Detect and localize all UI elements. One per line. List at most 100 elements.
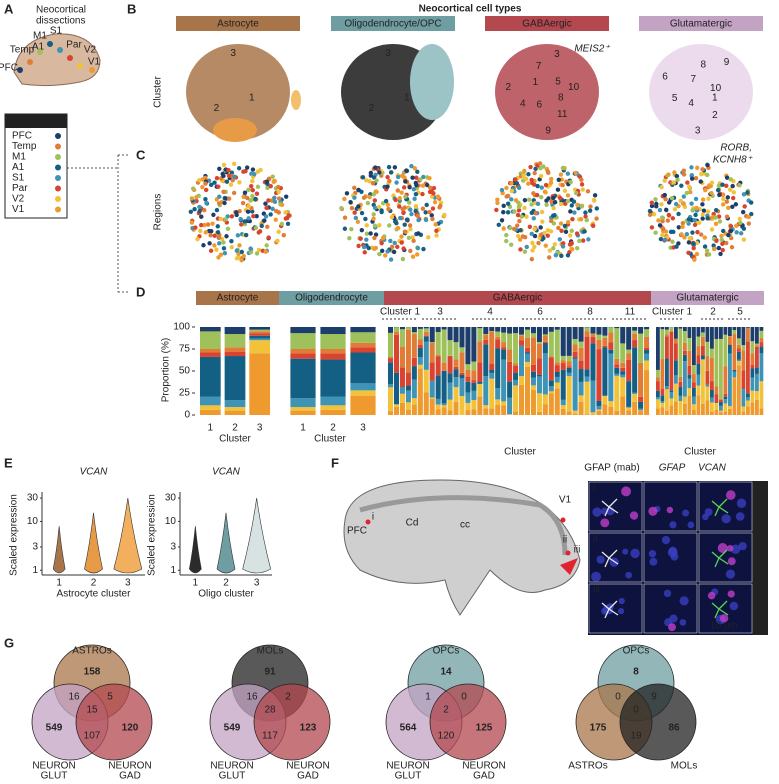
stacked-bar-segment xyxy=(249,333,270,336)
region-embedding-point xyxy=(670,240,674,244)
region-embedding-point xyxy=(421,184,425,188)
bar-texture xyxy=(543,327,548,334)
stacked-bar-segment xyxy=(200,327,221,331)
bar-texture xyxy=(567,376,572,411)
bar-texture xyxy=(632,394,637,402)
bar-texture xyxy=(543,342,548,343)
region-embedding-point xyxy=(705,173,709,177)
bar-texture xyxy=(531,385,536,390)
bar-texture xyxy=(638,363,643,397)
bar-texture xyxy=(388,333,393,357)
bar-texture xyxy=(537,376,542,393)
bar-texture xyxy=(733,379,737,415)
region-embedding-point xyxy=(514,198,518,202)
region-embedding-point xyxy=(343,215,347,219)
region-embedding-point xyxy=(203,197,207,201)
region-embedding-point xyxy=(705,216,709,220)
venn-count: 1 xyxy=(425,692,431,703)
bar-texture xyxy=(442,327,447,329)
region-embedding-point xyxy=(509,197,513,201)
region-embedding-point xyxy=(732,190,736,194)
region-embedding-point xyxy=(200,185,204,189)
bar-texture xyxy=(751,368,755,377)
region-embedding-point xyxy=(734,202,738,206)
region-embedding-point xyxy=(566,220,570,224)
region-embedding-point xyxy=(579,217,583,221)
region-embedding-point xyxy=(264,214,268,218)
bar-texture xyxy=(573,327,578,339)
bar-texture xyxy=(448,327,453,340)
region-embedding-point xyxy=(699,172,703,176)
region-embedding-point xyxy=(362,245,366,249)
region-embedding-point xyxy=(362,196,366,200)
bar-texture xyxy=(724,327,728,335)
region-embedding-point xyxy=(371,216,375,220)
bar-texture xyxy=(683,355,687,361)
region-embedding-point xyxy=(530,211,534,215)
stacked-bar-segment xyxy=(200,353,221,357)
bar-texture xyxy=(513,373,518,380)
bar-texture xyxy=(555,382,560,388)
bar-texture xyxy=(701,337,705,346)
bar-texture xyxy=(406,330,411,373)
nucleus xyxy=(737,499,746,508)
bar-texture xyxy=(719,399,723,400)
region-embedding-point xyxy=(196,194,200,198)
bar-texture xyxy=(394,335,399,373)
region-embedding-point xyxy=(541,164,545,168)
region-embedding-point xyxy=(516,213,520,217)
region-embedding-point xyxy=(504,233,508,237)
bar-texture xyxy=(436,409,441,415)
bar-texture xyxy=(525,354,530,362)
region-embedding-point xyxy=(724,184,728,188)
nucleus xyxy=(618,608,624,614)
bar-texture xyxy=(448,400,453,411)
region-embedding-point xyxy=(671,216,675,220)
region-embedding-point xyxy=(559,202,563,206)
annotation: RORB, xyxy=(720,143,752,154)
region-embedding-point xyxy=(577,239,581,243)
bar-texture xyxy=(406,410,411,415)
bar-texture xyxy=(477,328,482,341)
region-embedding-point xyxy=(517,186,521,190)
region-embedding-point xyxy=(381,236,385,240)
violin xyxy=(217,513,235,573)
bar-texture xyxy=(755,391,759,400)
region-embedding-point xyxy=(556,226,560,230)
stacked-bar-segment xyxy=(200,405,221,409)
region-embedding-point xyxy=(207,241,211,245)
bar-texture xyxy=(400,347,405,368)
cell-type-name: Glutamatergic xyxy=(670,19,732,30)
region-embedding-point xyxy=(525,245,529,249)
bar-texture xyxy=(620,368,625,372)
bar-texture xyxy=(724,399,728,403)
bar-texture xyxy=(549,393,554,415)
bar-texture xyxy=(543,334,548,335)
bar-texture xyxy=(620,363,625,368)
bar-texture xyxy=(531,337,536,364)
bar-texture xyxy=(442,371,447,404)
bar-texture xyxy=(733,330,737,334)
bar-texture xyxy=(465,393,470,403)
region-embedding-point xyxy=(509,181,513,185)
venn-count: 28 xyxy=(264,705,276,716)
region-embedding-point xyxy=(544,243,548,247)
region-embedding-point xyxy=(377,223,381,227)
region-embedding-point xyxy=(510,189,514,193)
region-embedding-point xyxy=(384,199,388,203)
bar-texture xyxy=(692,374,696,382)
region-embedding-point xyxy=(430,217,434,221)
bar-texture xyxy=(760,408,764,415)
region-embedding-point xyxy=(563,224,567,228)
bar-texture xyxy=(448,383,453,400)
bar-texture xyxy=(495,337,500,339)
bar-texture xyxy=(525,348,530,352)
bar-texture xyxy=(679,396,683,401)
bar-texture xyxy=(715,339,719,387)
region-embedding-point xyxy=(394,180,398,184)
bar-texture xyxy=(638,402,643,409)
bar-texture xyxy=(755,347,759,368)
bar-texture xyxy=(737,338,741,344)
venn-set-label: OPCs xyxy=(433,646,460,657)
bar-texture xyxy=(519,340,524,345)
